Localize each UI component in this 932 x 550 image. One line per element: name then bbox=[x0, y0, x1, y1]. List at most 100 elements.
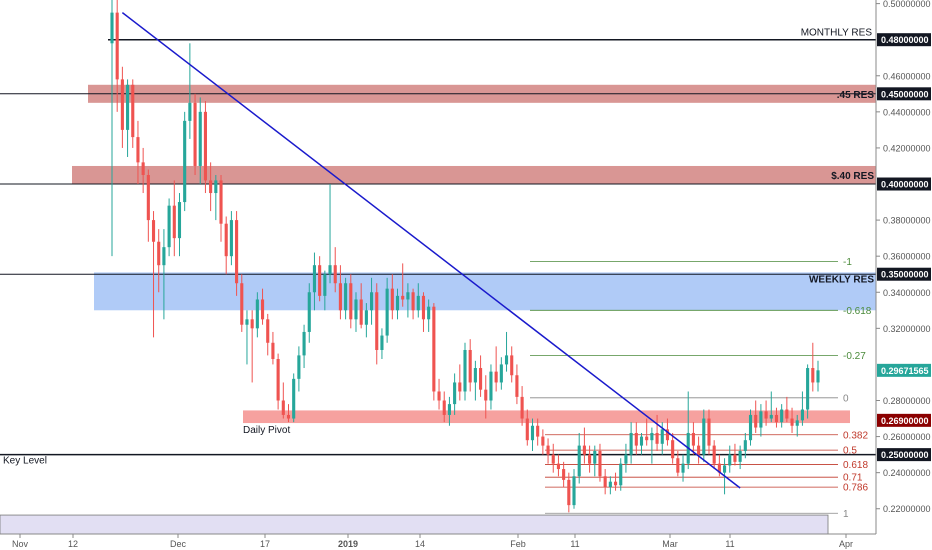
candle-body-100 bbox=[624, 454, 628, 464]
candle-body-91 bbox=[577, 445, 581, 477]
fib-layer: -1 -0.618 -0.27 0 0.382 0.5 0.618 0.710.786 1 bbox=[530, 257, 872, 520]
candle-body-88 bbox=[562, 469, 566, 480]
candle-body-119 bbox=[723, 465, 727, 473]
candle-body-123 bbox=[743, 440, 747, 452]
candle-body-39 bbox=[307, 292, 311, 332]
candle-body-61 bbox=[421, 295, 426, 320]
candle-body-90 bbox=[572, 476, 576, 506]
time-tick-label-8: 11 bbox=[570, 539, 579, 549]
fib-upper-label-1: -1 bbox=[843, 257, 852, 268]
candle-body-11 bbox=[162, 247, 166, 266]
candle-body-96 bbox=[603, 476, 607, 488]
candle-body-48 bbox=[354, 299, 358, 320]
candle-body-27 bbox=[245, 319, 249, 325]
candle-body-5 bbox=[131, 84, 135, 138]
candle-body-125 bbox=[754, 414, 758, 428]
price-tag-2 bbox=[877, 87, 931, 101]
candle-body-62 bbox=[427, 306, 431, 320]
price-tag-label-2: 0.45000000 bbox=[881, 89, 929, 99]
trendline bbox=[121, 12, 741, 489]
candle-body-85 bbox=[546, 445, 550, 455]
candle-body-135 bbox=[806, 368, 810, 410]
candle-body-16 bbox=[188, 102, 192, 121]
candle-body-60 bbox=[416, 295, 420, 311]
candle-body-57 bbox=[401, 295, 405, 300]
candle-body-68 bbox=[458, 382, 462, 392]
candle-body-84 bbox=[541, 436, 545, 446]
candle-body-83 bbox=[536, 425, 540, 437]
candle-body-38 bbox=[302, 331, 306, 356]
candle-body-111 bbox=[681, 463, 685, 473]
fib-upper-label-4: 0 bbox=[843, 393, 849, 404]
candle-body-74 bbox=[489, 371, 493, 401]
candle-body-47 bbox=[349, 283, 353, 320]
daily-pivot-label: Daily Pivot bbox=[243, 425, 290, 436]
candle-body-95 bbox=[598, 451, 602, 477]
candle-body-45 bbox=[338, 283, 342, 311]
candle-body-58 bbox=[406, 292, 410, 300]
candle-body-103 bbox=[639, 436, 644, 446]
candle-body-134 bbox=[800, 409, 804, 421]
candle-body-122 bbox=[738, 451, 742, 462]
candle-body-40 bbox=[312, 265, 317, 293]
candle-body-72 bbox=[479, 368, 483, 390]
candle-body-104 bbox=[645, 436, 649, 441]
price-tick-label-3: 0.44000000 bbox=[883, 107, 931, 117]
candle-body-93 bbox=[588, 454, 592, 464]
candle-body-114 bbox=[697, 445, 701, 455]
time-tick-label-4: 17 bbox=[260, 539, 270, 549]
candle-body-21 bbox=[214, 180, 218, 194]
price-tag-label-5: 0.29671565 bbox=[881, 366, 929, 376]
candle-body-137 bbox=[816, 370, 820, 383]
candle-body-49 bbox=[359, 299, 363, 325]
candle-body-4 bbox=[126, 84, 130, 130]
price-tag-label-3: 0.40000000 bbox=[881, 180, 929, 190]
price-tag-6 bbox=[877, 413, 931, 427]
candle-body-10 bbox=[157, 241, 161, 266]
candle-body-115 bbox=[702, 418, 706, 455]
price-tag-4 bbox=[877, 267, 931, 281]
candle-body-109 bbox=[671, 440, 675, 459]
candles-layer bbox=[110, 0, 820, 513]
candle-body-98 bbox=[613, 481, 618, 486]
time-tick-label-1: Nov bbox=[12, 539, 29, 549]
weekly-res-label: WEEKLY RES bbox=[809, 274, 874, 285]
fib-lower-label-3: 0.618 bbox=[843, 460, 868, 471]
candle-body-86 bbox=[551, 454, 555, 464]
price-axis: 0.50000000 0.46000000 0.44000000 0.42000000… bbox=[875, 0, 932, 550]
candle-body-2 bbox=[115, 12, 119, 80]
candle-body-35 bbox=[286, 414, 291, 419]
time-tick-label-9: Mar bbox=[662, 539, 678, 549]
candle-body-53 bbox=[380, 335, 384, 350]
candle-body-118 bbox=[717, 463, 721, 473]
candle-body-56 bbox=[395, 295, 400, 311]
candle-body-50 bbox=[364, 310, 368, 325]
candle-body-59 bbox=[411, 292, 415, 311]
candle-body-46 bbox=[344, 283, 348, 311]
price-tag-3 bbox=[877, 177, 931, 191]
candle-body-52 bbox=[375, 292, 379, 350]
candle-body-97 bbox=[608, 481, 612, 488]
candle-body-51 bbox=[370, 292, 374, 311]
price-tick-label-6: 0.36000000 bbox=[883, 252, 931, 262]
candle-body-121 bbox=[733, 454, 737, 462]
candle-body-31 bbox=[266, 319, 270, 343]
candle-body-9 bbox=[151, 220, 156, 242]
trendline-layer bbox=[121, 12, 741, 489]
candle-body-120 bbox=[728, 454, 732, 466]
res-45-label: .45 RES bbox=[837, 90, 875, 101]
candle-body-78 bbox=[510, 355, 514, 376]
candle-body-107 bbox=[660, 429, 664, 444]
candle-body-116 bbox=[707, 418, 711, 446]
candle-body-15 bbox=[183, 120, 187, 203]
price-tick-label-5: 0.38000000 bbox=[883, 216, 931, 226]
candle-body-54 bbox=[385, 288, 389, 336]
candle-body-69 bbox=[463, 349, 467, 392]
fib-lower-label-5: 0.786 bbox=[843, 483, 868, 494]
price-tag-label-4: 0.35000000 bbox=[881, 270, 929, 280]
time-tick-label-7: Feb bbox=[510, 539, 526, 549]
fib-lower-label-1: 0.382 bbox=[843, 430, 868, 441]
candle-body-42 bbox=[323, 274, 327, 296]
zone-4 bbox=[243, 410, 850, 424]
